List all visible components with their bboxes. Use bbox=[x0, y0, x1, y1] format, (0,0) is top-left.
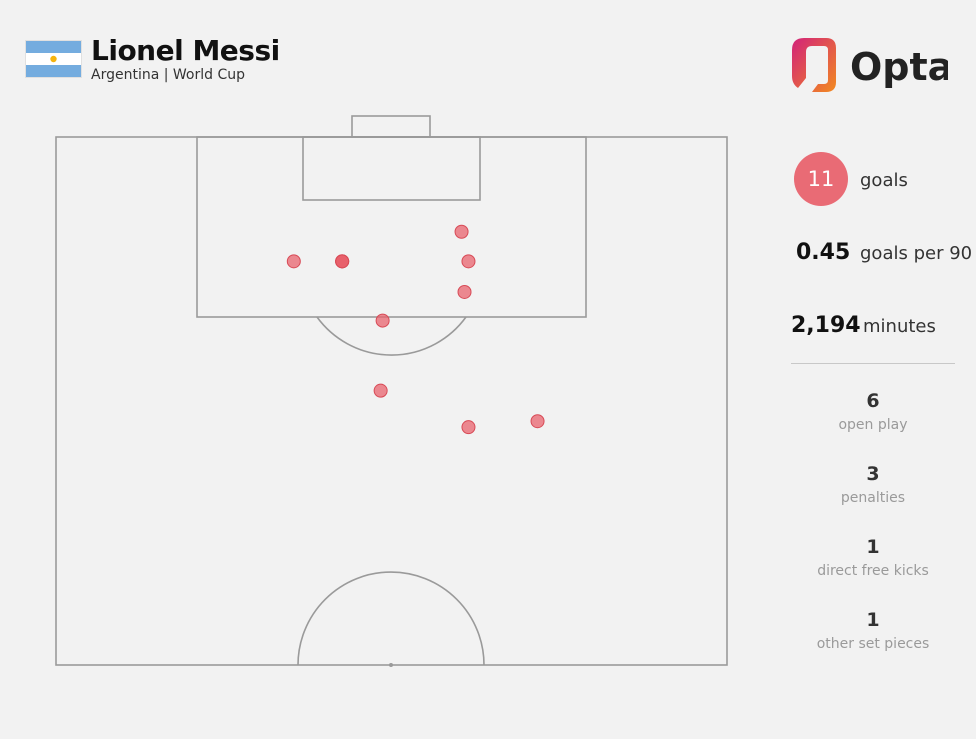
goals-per-90-value: 0.45 bbox=[796, 240, 851, 265]
pitch-outline bbox=[55, 136, 728, 666]
shot-point bbox=[454, 224, 469, 239]
minutes-value: 2,194 bbox=[791, 313, 861, 338]
shot-point bbox=[530, 414, 545, 429]
breakdown-label: other set pieces bbox=[816, 636, 930, 652]
shot-point bbox=[335, 254, 350, 269]
centre-circle bbox=[297, 571, 485, 666]
breakdown-label: open play bbox=[838, 417, 908, 433]
breakdown-label: direct free kicks bbox=[817, 563, 929, 579]
breakdown-penalties: 3 penalties bbox=[790, 462, 956, 508]
breakdown-direct-free-kicks: 1 direct free kicks bbox=[790, 535, 956, 581]
breakdown-value: 1 bbox=[866, 536, 880, 558]
centre-spot bbox=[389, 663, 393, 667]
breakdown-open-play: 6 open play bbox=[790, 389, 956, 435]
six-yard-box bbox=[302, 136, 481, 201]
argentina-flag-icon bbox=[25, 40, 82, 78]
breakdown-other-set-pieces: 1 other set pieces bbox=[790, 608, 956, 654]
breakdown-value: 1 bbox=[866, 609, 880, 631]
breakdown-label: penalties bbox=[840, 490, 906, 506]
penalty-arc bbox=[316, 316, 467, 356]
shot-point bbox=[373, 383, 388, 398]
shot-map-pitch bbox=[55, 115, 728, 667]
shot-point bbox=[461, 254, 476, 269]
penalty-area bbox=[196, 136, 587, 318]
goals-badge: 11 bbox=[794, 152, 848, 206]
breakdown-value: 3 bbox=[866, 463, 880, 485]
minutes-label: minutes bbox=[863, 316, 936, 337]
shot-point bbox=[457, 284, 472, 299]
goals-per-90-label: goals per 90 bbox=[860, 243, 973, 264]
goal bbox=[351, 115, 431, 138]
shot-point bbox=[461, 420, 476, 435]
shot-markers bbox=[286, 224, 545, 435]
shot-point bbox=[375, 313, 390, 328]
breakdown-value: 6 bbox=[866, 390, 880, 412]
opta-logo: Opta bbox=[792, 38, 948, 92]
opta-wordmark: Opta bbox=[850, 45, 948, 89]
player-name: Lionel Messi bbox=[91, 34, 280, 67]
player-subtitle: Argentina | World Cup bbox=[91, 67, 246, 83]
stats-divider bbox=[791, 363, 955, 364]
shot-point bbox=[286, 254, 301, 269]
goals-label: goals bbox=[860, 170, 908, 191]
